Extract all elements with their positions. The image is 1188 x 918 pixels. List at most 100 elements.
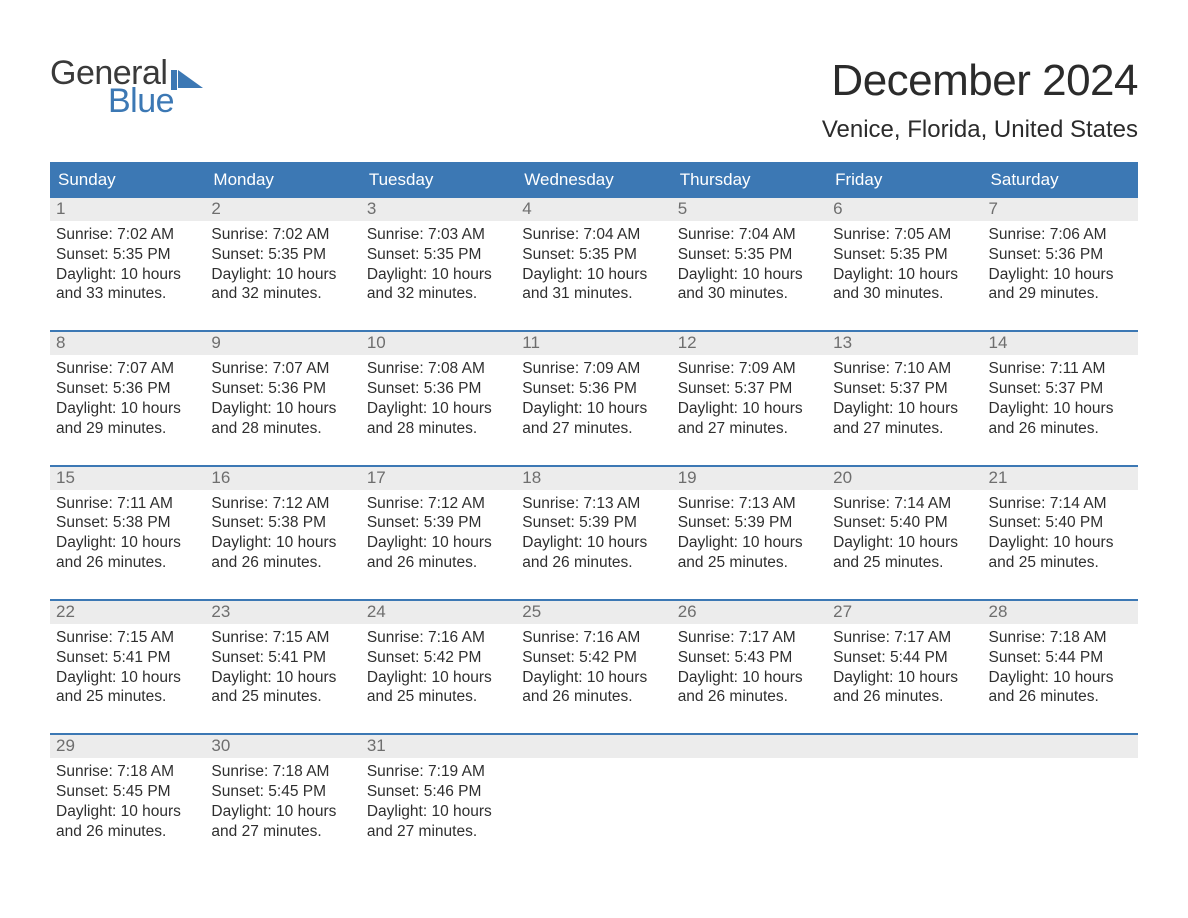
calendar-day-cell: 22 Sunrise: 7:15 AMSunset: 5:41 PMDayligh… — [50, 601, 205, 733]
sunset-line: Sunset: 5:36 PM — [211, 379, 354, 399]
day-details: Sunrise: 7:11 AMSunset: 5:37 PMDaylight:… — [983, 355, 1138, 464]
calendar-day-cell: 23Sunrise: 7:15 AMSunset: 5:41 PMDayligh… — [205, 601, 360, 733]
daylight-line: Daylight: 10 hours and 26 minutes. — [678, 668, 821, 708]
sunrise-line: Sunrise: 7:18 AM — [989, 628, 1132, 648]
calendar-day-cell — [827, 735, 982, 867]
daylight-line: Daylight: 10 hours and 30 minutes. — [833, 265, 976, 305]
sunrise-line: Sunrise: 7:11 AM — [989, 359, 1132, 379]
calendar-day-cell: 15Sunrise: 7:11 AMSunset: 5:38 PMDayligh… — [50, 467, 205, 599]
day-number: 7 — [983, 198, 1138, 221]
sunrise-line: Sunrise: 7:13 AM — [522, 494, 665, 514]
daylight-line: Daylight: 10 hours and 26 minutes. — [989, 668, 1132, 708]
daylight-line: Daylight: 10 hours and 30 minutes. — [678, 265, 821, 305]
calendar-day-cell: 14Sunrise: 7:11 AMSunset: 5:37 PMDayligh… — [983, 332, 1138, 464]
day-details: Sunrise: 7:13 AMSunset: 5:39 PMDaylight:… — [672, 490, 827, 599]
sunset-line: Sunset: 5:37 PM — [989, 379, 1132, 399]
brand-logo: General Blue — [50, 56, 205, 118]
day-details: Sunrise: 7:15 AMSunset: 5:41 PMDaylight:… — [205, 624, 360, 733]
day-number: 29 — [50, 735, 205, 758]
daylight-line: Daylight: 10 hours and 32 minutes. — [211, 265, 354, 305]
day-number: 17 — [361, 467, 516, 490]
day-details: Sunrise: 7:16 AMSunset: 5:42 PMDaylight:… — [516, 624, 671, 733]
day-details: Sunrise: 7:17 AMSunset: 5:44 PMDaylight:… — [827, 624, 982, 733]
sunrise-line: Sunrise: 7:09 AM — [522, 359, 665, 379]
day-details: Sunrise: 7:14 AMSunset: 5:40 PMDaylight:… — [983, 490, 1138, 599]
sunset-line: Sunset: 5:36 PM — [989, 245, 1132, 265]
day-details: Sunrise: 7:08 AMSunset: 5:36 PMDaylight:… — [361, 355, 516, 464]
daylight-line: Daylight: 10 hours and 27 minutes. — [367, 802, 510, 842]
sunrise-line: Sunrise: 7:12 AM — [367, 494, 510, 514]
calendar-day-cell: 31Sunrise: 7:19 AMSunset: 5:46 PMDayligh… — [361, 735, 516, 867]
sunset-line: Sunset: 5:38 PM — [56, 513, 199, 533]
sunrise-line: Sunrise: 7:15 AM — [211, 628, 354, 648]
weekday-header: Friday — [827, 164, 982, 198]
sunset-line: Sunset: 5:45 PM — [211, 782, 354, 802]
calendar-day-cell: 29Sunrise: 7:18 AMSunset: 5:45 PMDayligh… — [50, 735, 205, 867]
sunrise-line: Sunrise: 7:15 AM — [56, 628, 199, 648]
sunset-line: Sunset: 5:44 PM — [989, 648, 1132, 668]
weekday-header: Tuesday — [361, 164, 516, 198]
calendar-day-cell: 26Sunrise: 7:17 AMSunset: 5:43 PMDayligh… — [672, 601, 827, 733]
sunrise-line: Sunrise: 7:18 AM — [211, 762, 354, 782]
day-number: 15 — [50, 467, 205, 490]
day-number: 9 — [205, 332, 360, 355]
day-details: Sunrise: 7:09 AMSunset: 5:36 PMDaylight:… — [516, 355, 671, 464]
daylight-line: Daylight: 10 hours and 25 minutes. — [833, 533, 976, 573]
day-details: Sunrise: 7:04 AMSunset: 5:35 PMDaylight:… — [672, 221, 827, 330]
sunset-line: Sunset: 5:38 PM — [211, 513, 354, 533]
day-details: Sunrise: 7:14 AMSunset: 5:40 PMDaylight:… — [827, 490, 982, 599]
day-number: 12 — [672, 332, 827, 355]
daylight-line: Daylight: 10 hours and 26 minutes. — [522, 668, 665, 708]
day-details: Sunrise: 7:09 AMSunset: 5:37 PMDaylight:… — [672, 355, 827, 464]
sunset-line: Sunset: 5:44 PM — [833, 648, 976, 668]
sunset-line: Sunset: 5:41 PM — [211, 648, 354, 668]
day-number-empty — [827, 735, 982, 758]
calendar-week: 8Sunrise: 7:07 AMSunset: 5:36 PMDaylight… — [50, 330, 1138, 464]
day-details: Sunrise: 7:12 AMSunset: 5:38 PMDaylight:… — [205, 490, 360, 599]
daylight-line: Daylight: 10 hours and 32 minutes. — [367, 265, 510, 305]
sunrise-line: Sunrise: 7:13 AM — [678, 494, 821, 514]
day-number-empty — [516, 735, 671, 758]
sunrise-line: Sunrise: 7:18 AM — [56, 762, 199, 782]
calendar-week: 22Sunrise: 7:15 AMSunset: 5:41 PMDayligh… — [50, 599, 1138, 733]
sunrise-line: Sunrise: 7:02 AM — [211, 225, 354, 245]
sunrise-line: Sunrise: 7:16 AM — [522, 628, 665, 648]
sunset-line: Sunset: 5:35 PM — [522, 245, 665, 265]
day-details: Sunrise: 7:16 AMSunset: 5:42 PMDaylight:… — [361, 624, 516, 733]
day-details: Sunrise: 7:03 AMSunset: 5:35 PMDaylight:… — [361, 221, 516, 330]
daylight-line: Daylight: 10 hours and 33 minutes. — [56, 265, 199, 305]
day-number: 30 — [205, 735, 360, 758]
daylight-line: Daylight: 10 hours and 25 minutes. — [367, 668, 510, 708]
calendar-day-cell: 11Sunrise: 7:09 AMSunset: 5:36 PMDayligh… — [516, 332, 671, 464]
calendar-week: 29Sunrise: 7:18 AMSunset: 5:45 PMDayligh… — [50, 733, 1138, 867]
sunset-line: Sunset: 5:36 PM — [367, 379, 510, 399]
day-number: 23 — [205, 601, 360, 624]
daylight-line: Daylight: 10 hours and 26 minutes. — [522, 533, 665, 573]
calendar-day-cell: 7Sunrise: 7:06 AMSunset: 5:36 PMDaylight… — [983, 198, 1138, 330]
daylight-line: Daylight: 10 hours and 25 minutes. — [56, 668, 199, 708]
day-number: 21 — [983, 467, 1138, 490]
calendar-day-cell: 13Sunrise: 7:10 AMSunset: 5:37 PMDayligh… — [827, 332, 982, 464]
day-number: 22 — [50, 601, 205, 624]
sunset-line: Sunset: 5:45 PM — [56, 782, 199, 802]
calendar-day-cell: 4Sunrise: 7:04 AMSunset: 5:35 PMDaylight… — [516, 198, 671, 330]
day-details: Sunrise: 7:18 AMSunset: 5:45 PMDaylight:… — [205, 758, 360, 867]
daylight-line: Daylight: 10 hours and 26 minutes. — [56, 533, 199, 573]
day-number: 1 — [50, 198, 205, 221]
calendar-day-cell: 28Sunrise: 7:18 AMSunset: 5:44 PMDayligh… — [983, 601, 1138, 733]
daylight-line: Daylight: 10 hours and 27 minutes. — [211, 802, 354, 842]
day-number: 10 — [361, 332, 516, 355]
daylight-line: Daylight: 10 hours and 25 minutes. — [678, 533, 821, 573]
location-subtitle: Venice, Florida, United States — [822, 116, 1138, 144]
sunset-line: Sunset: 5:36 PM — [56, 379, 199, 399]
day-details: Sunrise: 7:12 AMSunset: 5:39 PMDaylight:… — [361, 490, 516, 599]
calendar-day-cell: 8Sunrise: 7:07 AMSunset: 5:36 PMDaylight… — [50, 332, 205, 464]
sunset-line: Sunset: 5:35 PM — [211, 245, 354, 265]
day-details: Sunrise: 7:05 AMSunset: 5:35 PMDaylight:… — [827, 221, 982, 330]
calendar-day-cell: 12Sunrise: 7:09 AMSunset: 5:37 PMDayligh… — [672, 332, 827, 464]
sunrise-line: Sunrise: 7:19 AM — [367, 762, 510, 782]
sunset-line: Sunset: 5:39 PM — [522, 513, 665, 533]
daylight-line: Daylight: 10 hours and 25 minutes. — [211, 668, 354, 708]
day-number: 18 — [516, 467, 671, 490]
sunset-line: Sunset: 5:41 PM — [56, 648, 199, 668]
